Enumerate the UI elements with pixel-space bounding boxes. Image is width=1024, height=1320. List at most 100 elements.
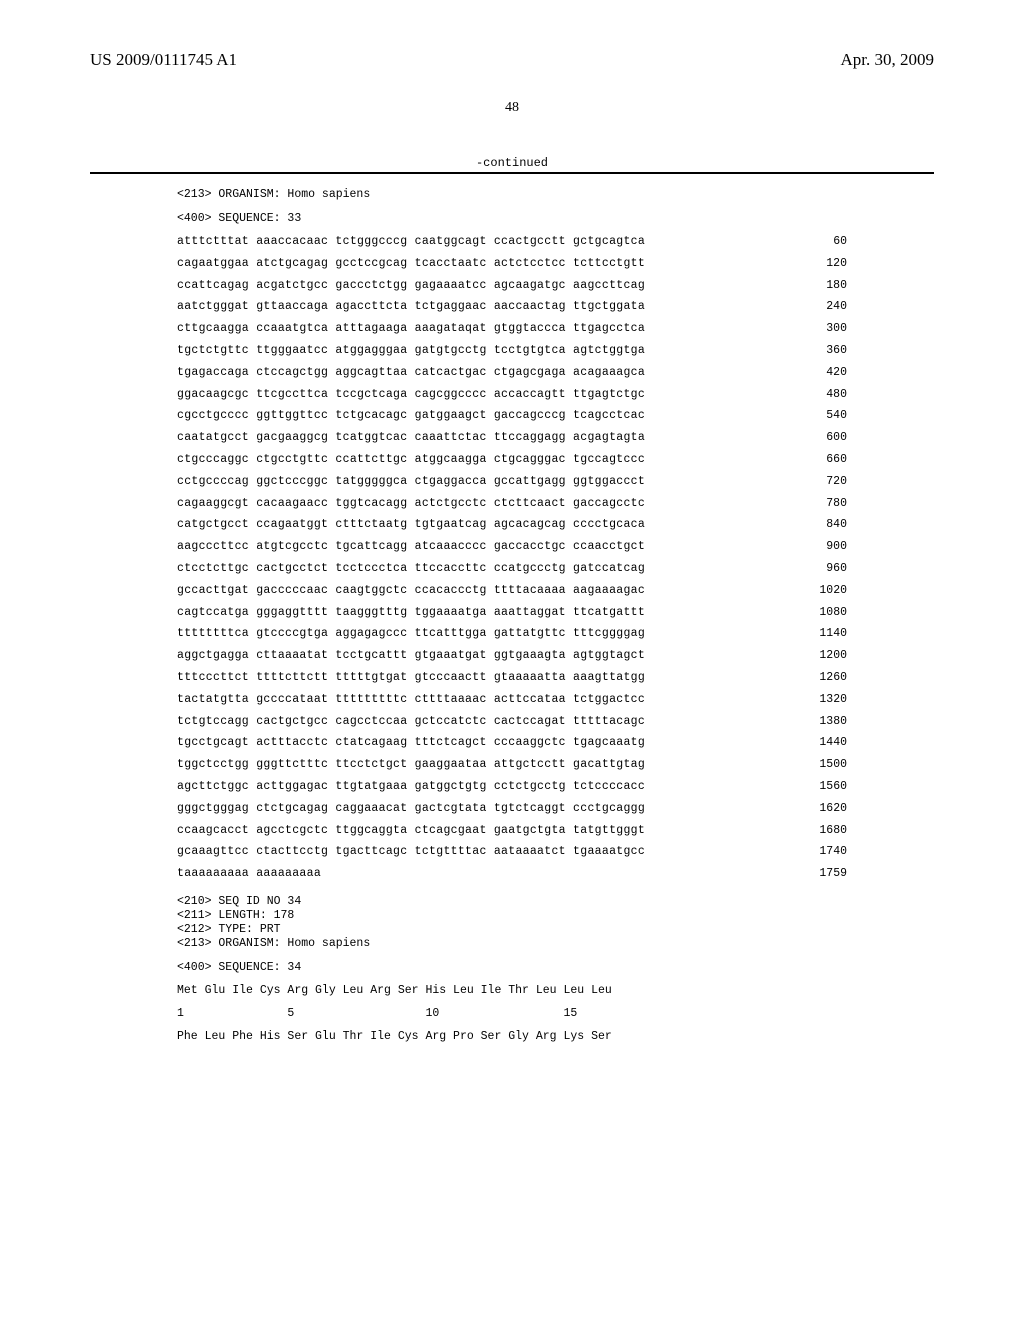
publication-date: Apr. 30, 2009	[841, 50, 935, 70]
sequence-position: 1020	[807, 584, 847, 598]
sequence-33-listing: atttctttat aaaccacaac tctgggcccg caatggc…	[177, 235, 847, 881]
sequence-position: 1440	[807, 736, 847, 750]
sequence-row: caatatgcct gacgaaggcg tcatggtcac caaattc…	[177, 431, 847, 445]
sequence-position: 360	[807, 344, 847, 358]
sequence-text: tgcctgcagt actttacctc ctatcagaag tttctca…	[177, 736, 645, 750]
sequence-position: 300	[807, 322, 847, 336]
sequence-position: 1200	[807, 649, 847, 663]
sequence-row: tggctcctgg gggttctttc ttcctctgct gaaggaa…	[177, 758, 847, 772]
sequence-text: cagaaggcgt cacaagaacc tggtcacagg actctgc…	[177, 497, 645, 511]
sequence-row: tctgtccagg cactgctgcc cagcctccaa gctccat…	[177, 715, 847, 729]
page-number: 48	[90, 100, 934, 116]
sequence-row: gggctgggag ctctgcagag caggaaacat gactcgt…	[177, 802, 847, 816]
sequence-row: ctcctcttgc cactgcctct tcctccctca ttccacc…	[177, 562, 847, 576]
sequence-text: caatatgcct gacgaaggcg tcatggtcac caaattc…	[177, 431, 645, 445]
sequence-text: gcaaagttcc ctacttcctg tgacttcagc tctgttt…	[177, 845, 645, 859]
sequence-position: 420	[807, 366, 847, 380]
sequence-row: cagtccatga gggaggtttt taagggtttg tggaaaa…	[177, 606, 847, 620]
sequence-text: cgcctgcccc ggttggttcc tctgcacagc gatggaa…	[177, 409, 645, 423]
sequence-text: ttttttttca gtccccgtga aggagagccc ttcattt…	[177, 627, 645, 641]
sequence-text: aagcccttcc atgtcgcctc tgcattcagg atcaaac…	[177, 540, 645, 554]
sequence-text: cagaatggaa atctgcagag gcctccgcag tcaccta…	[177, 257, 645, 271]
sequence-text: aggctgagga cttaaaatat tcctgcattt gtgaaat…	[177, 649, 645, 663]
page-header: US 2009/0111745 A1 Apr. 30, 2009	[90, 50, 934, 70]
seq34-type: <212> TYPE: PRT	[177, 923, 847, 936]
sequence-row: aggctgagga cttaaaatat tcctgcattt gtgaaat…	[177, 649, 847, 663]
organism-line: <213> ORGANISM: Homo sapiens	[177, 188, 847, 201]
sequence-text: cttgcaagga ccaaatgtca atttagaaga aaagata…	[177, 322, 645, 336]
publication-number: US 2009/0111745 A1	[90, 50, 237, 70]
sequence-position: 780	[807, 497, 847, 511]
sequence-position: 720	[807, 475, 847, 489]
sequence-row: agcttctggc acttggagac ttgtatgaaa gatggct…	[177, 780, 847, 794]
sequence-position: 60	[807, 235, 847, 249]
sequence-text: aatctgggat gttaaccaga agaccttcta tctgagg…	[177, 300, 645, 314]
sequence-row: tgcctgcagt actttacctc ctatcagaag tttctca…	[177, 736, 847, 750]
sequence-position: 1140	[807, 627, 847, 641]
sequence-text: catgctgcct ccagaatggt ctttctaatg tgtgaat…	[177, 518, 645, 532]
sequence-position: 1380	[807, 715, 847, 729]
sequence-row: aatctgggat gttaaccaga agaccttcta tctgagg…	[177, 300, 847, 314]
sequence-position: 1740	[807, 845, 847, 859]
sequence-text: gccacttgat gacccccaac caagtggctc ccacacc…	[177, 584, 645, 598]
sequence-row: catgctgcct ccagaatggt ctttctaatg tgtgaat…	[177, 518, 847, 532]
sequence-position: 480	[807, 388, 847, 402]
patent-page: US 2009/0111745 A1 Apr. 30, 2009 48 -con…	[0, 0, 1024, 1320]
sequence-position: 1759	[807, 867, 847, 881]
sequence-position: 600	[807, 431, 847, 445]
sequence-row: tgctctgttc ttgggaatcc atggagggaa gatgtgc…	[177, 344, 847, 358]
sequence-text: tctgtccagg cactgctgcc cagcctccaa gctccat…	[177, 715, 645, 729]
sequence-row: cagaatggaa atctgcagag gcctccgcag tcaccta…	[177, 257, 847, 271]
sequence-row: cctgccccag ggctcccggc tatgggggca ctgagga…	[177, 475, 847, 489]
sequence-text: ggacaagcgc ttcgccttca tccgctcaga cagcggc…	[177, 388, 645, 402]
sequence-position: 840	[807, 518, 847, 532]
sequence-row: tttcccttct ttttcttctt tttttgtgat gtcccaa…	[177, 671, 847, 685]
sequence-row: ctgcccaggc ctgcctgttc ccattcttgc atggcaa…	[177, 453, 847, 467]
sequence-text: tactatgtta gccccataat tttttttttc cttttaa…	[177, 693, 645, 707]
seq34-organism: <213> ORGANISM: Homo sapiens	[177, 937, 847, 950]
sequence-row: aagcccttcc atgtcgcctc tgcattcagg atcaaac…	[177, 540, 847, 554]
sequence-position: 960	[807, 562, 847, 576]
sequence-row: ccaagcacct agcctcgctc ttggcaggta ctcagcg…	[177, 824, 847, 838]
seq34-sequence-label: <400> SEQUENCE: 34	[177, 961, 847, 974]
sequence-34-header: <210> SEQ ID NO 34 <211> LENGTH: 178 <21…	[177, 895, 847, 974]
sequence-text: atttctttat aaaccacaac tctgggcccg caatggc…	[177, 235, 645, 249]
sequence-position: 900	[807, 540, 847, 554]
continued-label: -continued	[90, 156, 934, 170]
seq34-length: <211> LENGTH: 178	[177, 909, 847, 922]
sequence-text: ccattcagag acgatctgcc gaccctctgg gagaaaa…	[177, 279, 645, 293]
sequence-position: 1320	[807, 693, 847, 707]
sequence-text: ccaagcacct agcctcgctc ttggcaggta ctcagcg…	[177, 824, 645, 838]
sequence-text: agcttctggc acttggagac ttgtatgaaa gatggct…	[177, 780, 645, 794]
sequence-position: 1080	[807, 606, 847, 620]
sequence-row: tgagaccaga ctccagctgg aggcagttaa catcact…	[177, 366, 847, 380]
seq34-id: <210> SEQ ID NO 34	[177, 895, 847, 908]
sequence-text: ctgcccaggc ctgcctgttc ccattcttgc atggcaa…	[177, 453, 645, 467]
sequence-position: 240	[807, 300, 847, 314]
protein-row: Met Glu Ile Cys Arg Gly Leu Arg Ser His …	[177, 984, 847, 997]
sequence-position: 1620	[807, 802, 847, 816]
sequence-row: gccacttgat gacccccaac caagtggctc ccacacc…	[177, 584, 847, 598]
sequence-position: 1500	[807, 758, 847, 772]
sequence-row: taaaaaaaaa aaaaaaaaa 1759	[177, 867, 847, 881]
sequence-row: gcaaagttcc ctacttcctg tgacttcagc tctgttt…	[177, 845, 847, 859]
sequence-position: 1680	[807, 824, 847, 838]
protein-row: Phe Leu Phe His Ser Glu Thr Ile Cys Arg …	[177, 1030, 847, 1043]
sequence-position: 660	[807, 453, 847, 467]
sequence-text: tgctctgttc ttgggaatcc atggagggaa gatgtgc…	[177, 344, 645, 358]
sequence-position: 1260	[807, 671, 847, 685]
sequence-33-header: <213> ORGANISM: Homo sapiens <400> SEQUE…	[177, 188, 847, 225]
sequence-text: gggctgggag ctctgcagag caggaaacat gactcgt…	[177, 802, 645, 816]
sequence-text: taaaaaaaaa aaaaaaaaa	[177, 867, 321, 881]
sequence-row: ttttttttca gtccccgtga aggagagccc ttcattt…	[177, 627, 847, 641]
sequence-text: cagtccatga gggaggtttt taagggtttg tggaaaa…	[177, 606, 645, 620]
sequence-33-label: <400> SEQUENCE: 33	[177, 212, 847, 225]
protein-row: 1 5 10 15	[177, 1007, 847, 1020]
sequence-row: atttctttat aaaccacaac tctgggcccg caatggc…	[177, 235, 847, 249]
sequence-position: 540	[807, 409, 847, 423]
sequence-position: 180	[807, 279, 847, 293]
sequence-row: ggacaagcgc ttcgccttca tccgctcaga cagcggc…	[177, 388, 847, 402]
sequence-row: tactatgtta gccccataat tttttttttc cttttaa…	[177, 693, 847, 707]
sequence-position: 120	[807, 257, 847, 271]
sequence-row: cagaaggcgt cacaagaacc tggtcacagg actctgc…	[177, 497, 847, 511]
